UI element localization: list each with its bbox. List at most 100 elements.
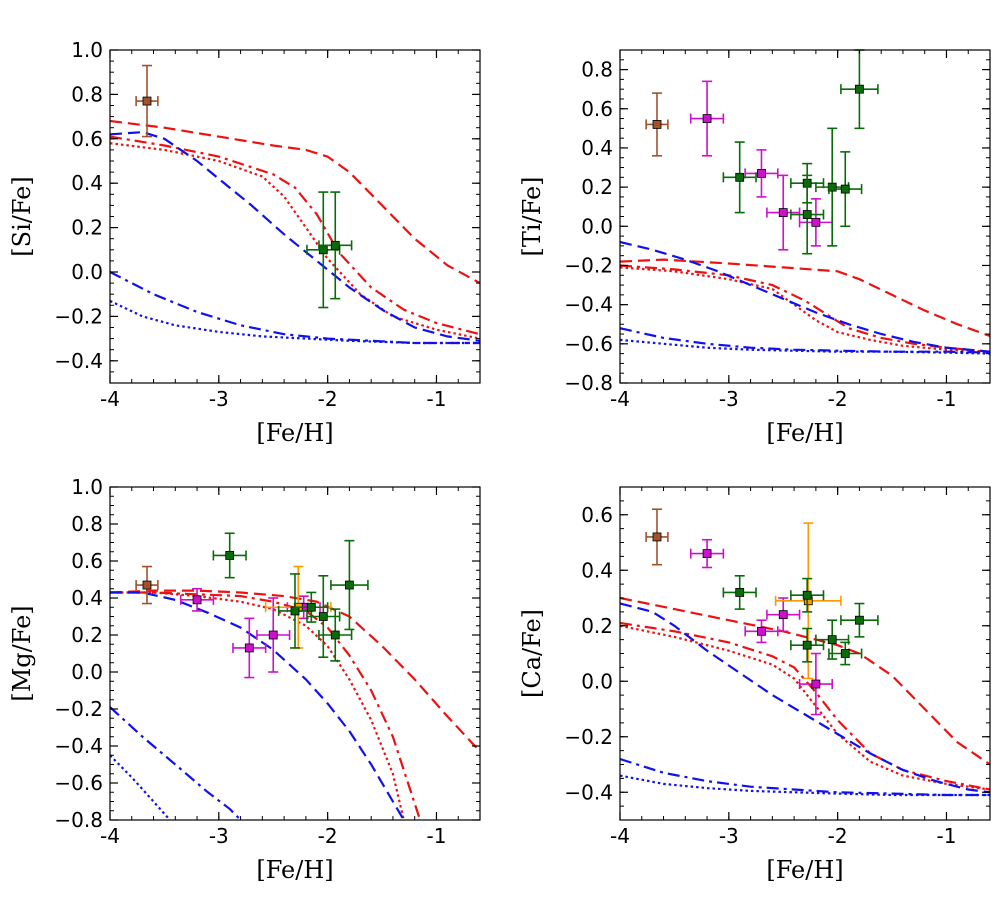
curve-red-dotted bbox=[110, 142, 480, 340]
minor-ticks bbox=[619, 486, 991, 821]
x-tick-label: -2 bbox=[828, 824, 848, 848]
y-tick-label: 0.2 bbox=[71, 216, 103, 240]
point-marker bbox=[840, 184, 850, 194]
y-tick-label: −0.2 bbox=[564, 253, 613, 277]
point-marker bbox=[330, 240, 340, 250]
x-tick-label: -3 bbox=[209, 824, 229, 848]
model-curves bbox=[110, 119, 480, 345]
data-point bbox=[840, 602, 879, 638]
data-points bbox=[135, 64, 353, 309]
x-tick-label: -4 bbox=[100, 824, 120, 848]
point-marker bbox=[778, 610, 788, 620]
x-tick-label: -1 bbox=[936, 387, 956, 411]
y-tick-label: −0.2 bbox=[54, 697, 103, 721]
curve-blue-dotted bbox=[110, 299, 480, 345]
x-tick-label: -1 bbox=[936, 824, 956, 848]
curve-blue-dashdot bbox=[110, 271, 480, 345]
point-marker bbox=[811, 217, 821, 227]
point-marker bbox=[855, 84, 864, 94]
model-curves bbox=[620, 240, 990, 355]
point-marker bbox=[811, 679, 821, 689]
y-tick-label: −0.4 bbox=[564, 780, 613, 804]
curve-blue-dashed bbox=[620, 240, 990, 353]
y-tick-label: 0.4 bbox=[581, 558, 613, 582]
point-marker bbox=[192, 595, 202, 605]
point-marker bbox=[757, 169, 766, 178]
curve-red-dashdot bbox=[110, 591, 422, 820]
point-marker bbox=[702, 549, 712, 558]
data-point bbox=[840, 49, 879, 130]
y-tick-label: 0.8 bbox=[581, 58, 613, 82]
data-point bbox=[790, 174, 825, 255]
curve-red-dashed bbox=[620, 258, 990, 338]
curve-red-dotted bbox=[620, 266, 990, 353]
curve-blue-dashdot bbox=[110, 706, 242, 820]
data-point bbox=[815, 127, 850, 247]
data-point bbox=[318, 191, 353, 300]
data-point bbox=[689, 538, 725, 569]
y-tick-label: −0.4 bbox=[564, 293, 613, 317]
point-marker bbox=[142, 580, 152, 590]
y-axis-label: [Ca/Fe] bbox=[518, 609, 546, 698]
curve-red-dashdot bbox=[620, 621, 990, 791]
data-point bbox=[722, 574, 757, 610]
curve-red-dotted bbox=[620, 624, 990, 791]
data-point bbox=[212, 532, 247, 579]
data-point bbox=[798, 652, 834, 716]
y-tick-label: 0.8 bbox=[71, 512, 103, 536]
data-point bbox=[744, 149, 779, 198]
y-tick-label: 0.2 bbox=[581, 614, 613, 638]
minor-ticks bbox=[109, 486, 481, 821]
x-tick-label: -2 bbox=[828, 387, 848, 411]
curve-blue-dashed bbox=[110, 591, 405, 820]
y-tick-label: 1.0 bbox=[71, 38, 103, 62]
y-tick-label: 0.4 bbox=[71, 171, 103, 195]
y-tick-label: 0.6 bbox=[71, 127, 103, 151]
x-tick-label: -1 bbox=[426, 824, 446, 848]
y-tick-label: 0.0 bbox=[71, 260, 103, 284]
x-axis-label: [Fe/H] bbox=[256, 419, 333, 447]
x-tick-label: -4 bbox=[610, 387, 630, 411]
point-marker bbox=[318, 612, 328, 621]
y-tick-label: −0.4 bbox=[54, 734, 103, 758]
y-tick-label: 0.2 bbox=[581, 175, 613, 199]
x-tick-label: -3 bbox=[209, 387, 229, 411]
axes-frame bbox=[109, 486, 481, 821]
y-tick-label: −0.2 bbox=[564, 725, 613, 749]
curve-red-dashdot bbox=[110, 135, 480, 336]
y-axis-label: [Si/Fe] bbox=[8, 176, 36, 256]
x-tick-label: -3 bbox=[719, 824, 739, 848]
curve-blue-dotted bbox=[110, 754, 171, 820]
point-marker bbox=[855, 615, 864, 625]
y-tick-label: 0.8 bbox=[71, 82, 103, 106]
y-tick-label: −0.6 bbox=[564, 332, 613, 356]
data-point bbox=[689, 80, 725, 157]
axes-frame bbox=[109, 49, 481, 384]
curve-blue-dashdot bbox=[620, 757, 990, 797]
data-point bbox=[306, 191, 341, 309]
point-marker bbox=[142, 96, 152, 106]
x-tick-label: -4 bbox=[610, 824, 630, 848]
y-tick-label: 0.6 bbox=[581, 97, 613, 121]
curve-blue-dashed bbox=[110, 130, 480, 342]
point-marker bbox=[827, 635, 837, 645]
point-marker bbox=[345, 580, 354, 590]
x-tick-label: -2 bbox=[318, 387, 338, 411]
x-tick-label: -4 bbox=[100, 387, 120, 411]
curve-blue-dotted bbox=[620, 774, 990, 797]
panel-3: -4 -3 -2 -1 −0.8 −0.6 −0.4 −0.2 0.0 0.2 0.4 0.6 0.8 1… bbox=[8, 475, 481, 884]
minor-ticks bbox=[109, 49, 481, 384]
point-marker bbox=[652, 120, 662, 129]
curve-blue-dotted bbox=[620, 338, 990, 355]
point-marker bbox=[757, 626, 766, 636]
y-tick-label: 0.6 bbox=[581, 503, 613, 527]
curve-red-dashdot bbox=[620, 264, 990, 353]
y-tick-label: 0.4 bbox=[581, 136, 613, 160]
data-points bbox=[135, 532, 369, 679]
point-marker bbox=[735, 172, 745, 182]
data-point bbox=[790, 627, 825, 663]
model-curves bbox=[110, 589, 480, 820]
point-marker bbox=[735, 588, 745, 597]
y-axis-label: [Ti/Fe] bbox=[518, 176, 546, 256]
